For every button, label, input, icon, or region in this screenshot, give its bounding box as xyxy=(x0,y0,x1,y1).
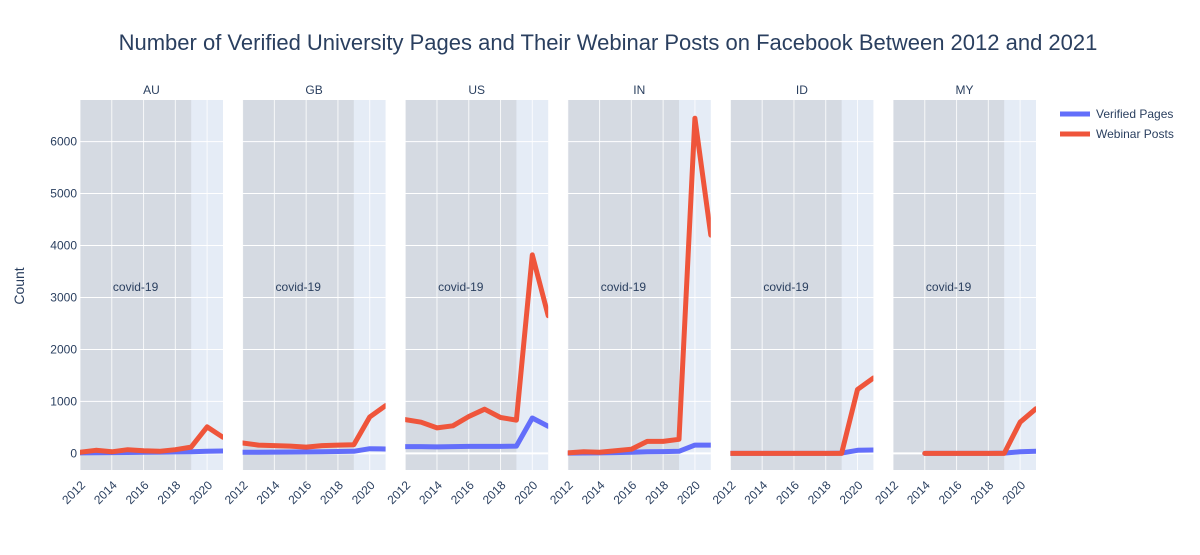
y-tick-label: 2000 xyxy=(50,342,77,356)
x-tick-label: 2016 xyxy=(123,478,152,507)
x-tick-label: 2018 xyxy=(968,478,997,507)
x-tick-label: 2012 xyxy=(384,478,413,507)
covid-annotation: covid-19 xyxy=(926,280,972,294)
x-tick-label: 2014 xyxy=(579,478,608,507)
x-tick-label: 2014 xyxy=(91,478,120,507)
panel-title: AU xyxy=(143,83,160,97)
panel-gb: GB covid-19 2012 2014 2016 2018 2020 xyxy=(222,83,386,507)
x-tick-label: 2020 xyxy=(512,478,541,507)
series-line-verified-pages[interactable] xyxy=(405,415,549,450)
covid-annotation: covid-19 xyxy=(763,280,809,294)
x-tick-label: 2012 xyxy=(222,478,251,507)
y-axis-title: Count xyxy=(11,267,27,304)
x-tick-label: 2018 xyxy=(317,478,346,507)
x-tick-label: 2012 xyxy=(710,478,739,507)
covid-shaded-region xyxy=(242,100,354,470)
panel-title: MY xyxy=(956,83,974,97)
covid-annotation: covid-19 xyxy=(113,280,159,294)
y-axis-ticks: 0 1000 2000 3000 4000 5000 6000 xyxy=(50,135,77,461)
y-tick-label: 6000 xyxy=(50,135,77,149)
series-line-verified-pages[interactable] xyxy=(242,446,386,455)
panel-title: IN xyxy=(633,83,645,97)
series-line-webinar-posts[interactable] xyxy=(80,424,223,455)
y-tick-label: 0 xyxy=(70,446,77,460)
covid-shaded-region xyxy=(893,100,1005,470)
covid-annotation: covid-19 xyxy=(276,280,322,294)
y-tick-label: 3000 xyxy=(50,290,77,304)
panel-title: ID xyxy=(796,83,808,97)
covid-shaded-region xyxy=(80,100,192,470)
legend-label: Verified Pages xyxy=(1096,107,1173,121)
x-tick-label: 2018 xyxy=(480,478,509,507)
legend-item-webinar-posts[interactable]: Webinar Posts xyxy=(1060,127,1174,141)
panel-title: US xyxy=(468,83,485,97)
y-tick-label: 1000 xyxy=(50,394,77,408)
series-line-webinar-posts[interactable] xyxy=(730,375,874,456)
x-tick-label: 2012 xyxy=(59,478,88,507)
panel-my: MY covid-19 2012 2014 2016 2018 2020 xyxy=(872,83,1036,507)
x-tick-label: 2020 xyxy=(186,478,215,507)
x-tick-label: 2016 xyxy=(285,478,314,507)
covid-annotation: covid-19 xyxy=(601,280,647,294)
covid-shaded-region xyxy=(567,100,680,470)
legend[interactable]: Verified Pages Webinar Posts xyxy=(1060,107,1174,141)
x-tick-label: 2018 xyxy=(805,478,834,507)
x-tick-label: 2020 xyxy=(349,478,378,507)
panel-au: AU covid-19 2012 2014 2016 2018 2020 xyxy=(59,83,223,507)
covid-shaded-region xyxy=(405,100,517,470)
x-tick-label: 2014 xyxy=(904,478,933,507)
chart-title: Number of Verified University Pages and … xyxy=(119,30,1098,55)
panel-us: US covid-19 2012 2014 2016 2018 2020 xyxy=(384,83,549,507)
y-tick-label: 4000 xyxy=(50,239,77,253)
x-tick-label: 2018 xyxy=(642,478,671,507)
panel-in: IN covid-19 2012 2014 2016 2018 2020 xyxy=(547,83,711,507)
x-tick-label: 2016 xyxy=(936,478,965,507)
series-line-webinar-posts[interactable] xyxy=(405,252,549,431)
x-tick-label: 2020 xyxy=(999,478,1028,507)
x-tick-label: 2012 xyxy=(547,478,576,507)
x-tick-label: 2016 xyxy=(448,478,477,507)
x-tick-label: 2012 xyxy=(872,478,901,507)
x-tick-label: 2016 xyxy=(611,478,640,507)
legend-label: Webinar Posts xyxy=(1096,127,1174,141)
x-tick-label: 2020 xyxy=(837,478,866,507)
legend-item-verified-pages[interactable]: Verified Pages xyxy=(1060,107,1173,121)
covid-annotation: covid-19 xyxy=(438,280,484,294)
x-tick-label: 2018 xyxy=(155,478,184,507)
series-line-webinar-posts[interactable] xyxy=(567,115,711,456)
y-tick-label: 5000 xyxy=(50,187,77,201)
x-tick-label: 2016 xyxy=(773,478,802,507)
x-tick-label: 2020 xyxy=(674,478,703,507)
series-line-webinar-posts[interactable] xyxy=(922,406,1036,456)
x-tick-label: 2014 xyxy=(254,478,283,507)
panel-title: GB xyxy=(305,83,322,97)
series-line-webinar-posts[interactable] xyxy=(242,403,386,450)
x-tick-label: 2014 xyxy=(741,478,770,507)
panel-id: ID covid-19 2012 2014 2016 2018 2020 xyxy=(710,83,874,507)
covid-shaded-region xyxy=(730,100,842,470)
x-tick-label: 2014 xyxy=(416,478,445,507)
